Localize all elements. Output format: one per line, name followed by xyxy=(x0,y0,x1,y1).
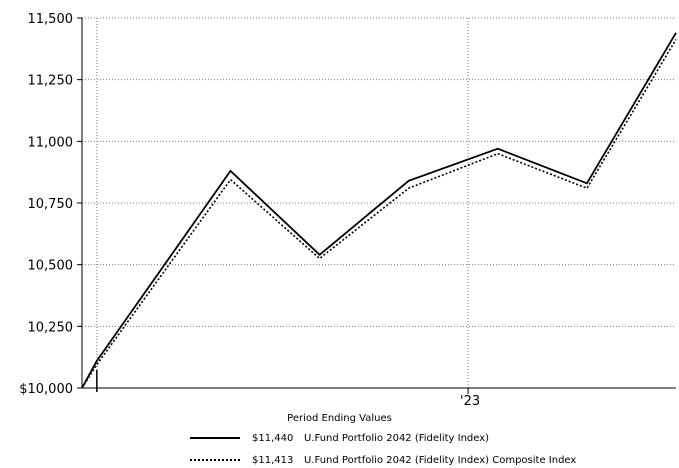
y-tick-label: 10,750 xyxy=(28,197,74,212)
y-axis-ticks: $10,000 10,250 10,500 10,750 11,000 11,250 11,… xyxy=(19,12,82,397)
legend-ending-value: $11,413 xyxy=(252,454,294,466)
y-tick-label: $10,000 xyxy=(19,382,73,397)
legend-entry-composite: $11,413 U.Fund Portfolio 2042 (Fidelity … xyxy=(190,452,576,468)
legend-swatch-dotted xyxy=(190,459,240,461)
legend-series-name: U.Fund Portfolio 2042 (Fidelity Index) xyxy=(304,432,490,444)
x-axis-ticks: '23 xyxy=(96,370,480,409)
legend-series-name: U.Fund Portfolio 2042 (Fidelity Index) C… xyxy=(304,454,577,466)
legend-title: Period Ending Values xyxy=(287,413,392,424)
series-lines xyxy=(81,32,677,389)
gridlines xyxy=(82,17,676,388)
legend-swatch-solid xyxy=(190,437,240,439)
legend-ending-value: $11,440 xyxy=(252,432,294,444)
x-tick-label: '23 xyxy=(460,394,480,409)
legend-entry-fund: $11,440 U.Fund Portfolio 2042 (Fidelity … xyxy=(190,430,489,446)
y-tick-label: 11,000 xyxy=(28,135,74,150)
line-chart: $10,000 10,250 10,500 10,750 11,000 11,250 11,… xyxy=(19,12,677,409)
series-line-composite xyxy=(81,39,677,389)
y-tick-label: 10,250 xyxy=(28,320,74,335)
series-line-fund xyxy=(81,32,677,389)
y-tick-label: 11,250 xyxy=(28,74,74,89)
y-tick-label: 11,500 xyxy=(28,12,74,27)
y-tick-label: 10,500 xyxy=(28,259,74,274)
